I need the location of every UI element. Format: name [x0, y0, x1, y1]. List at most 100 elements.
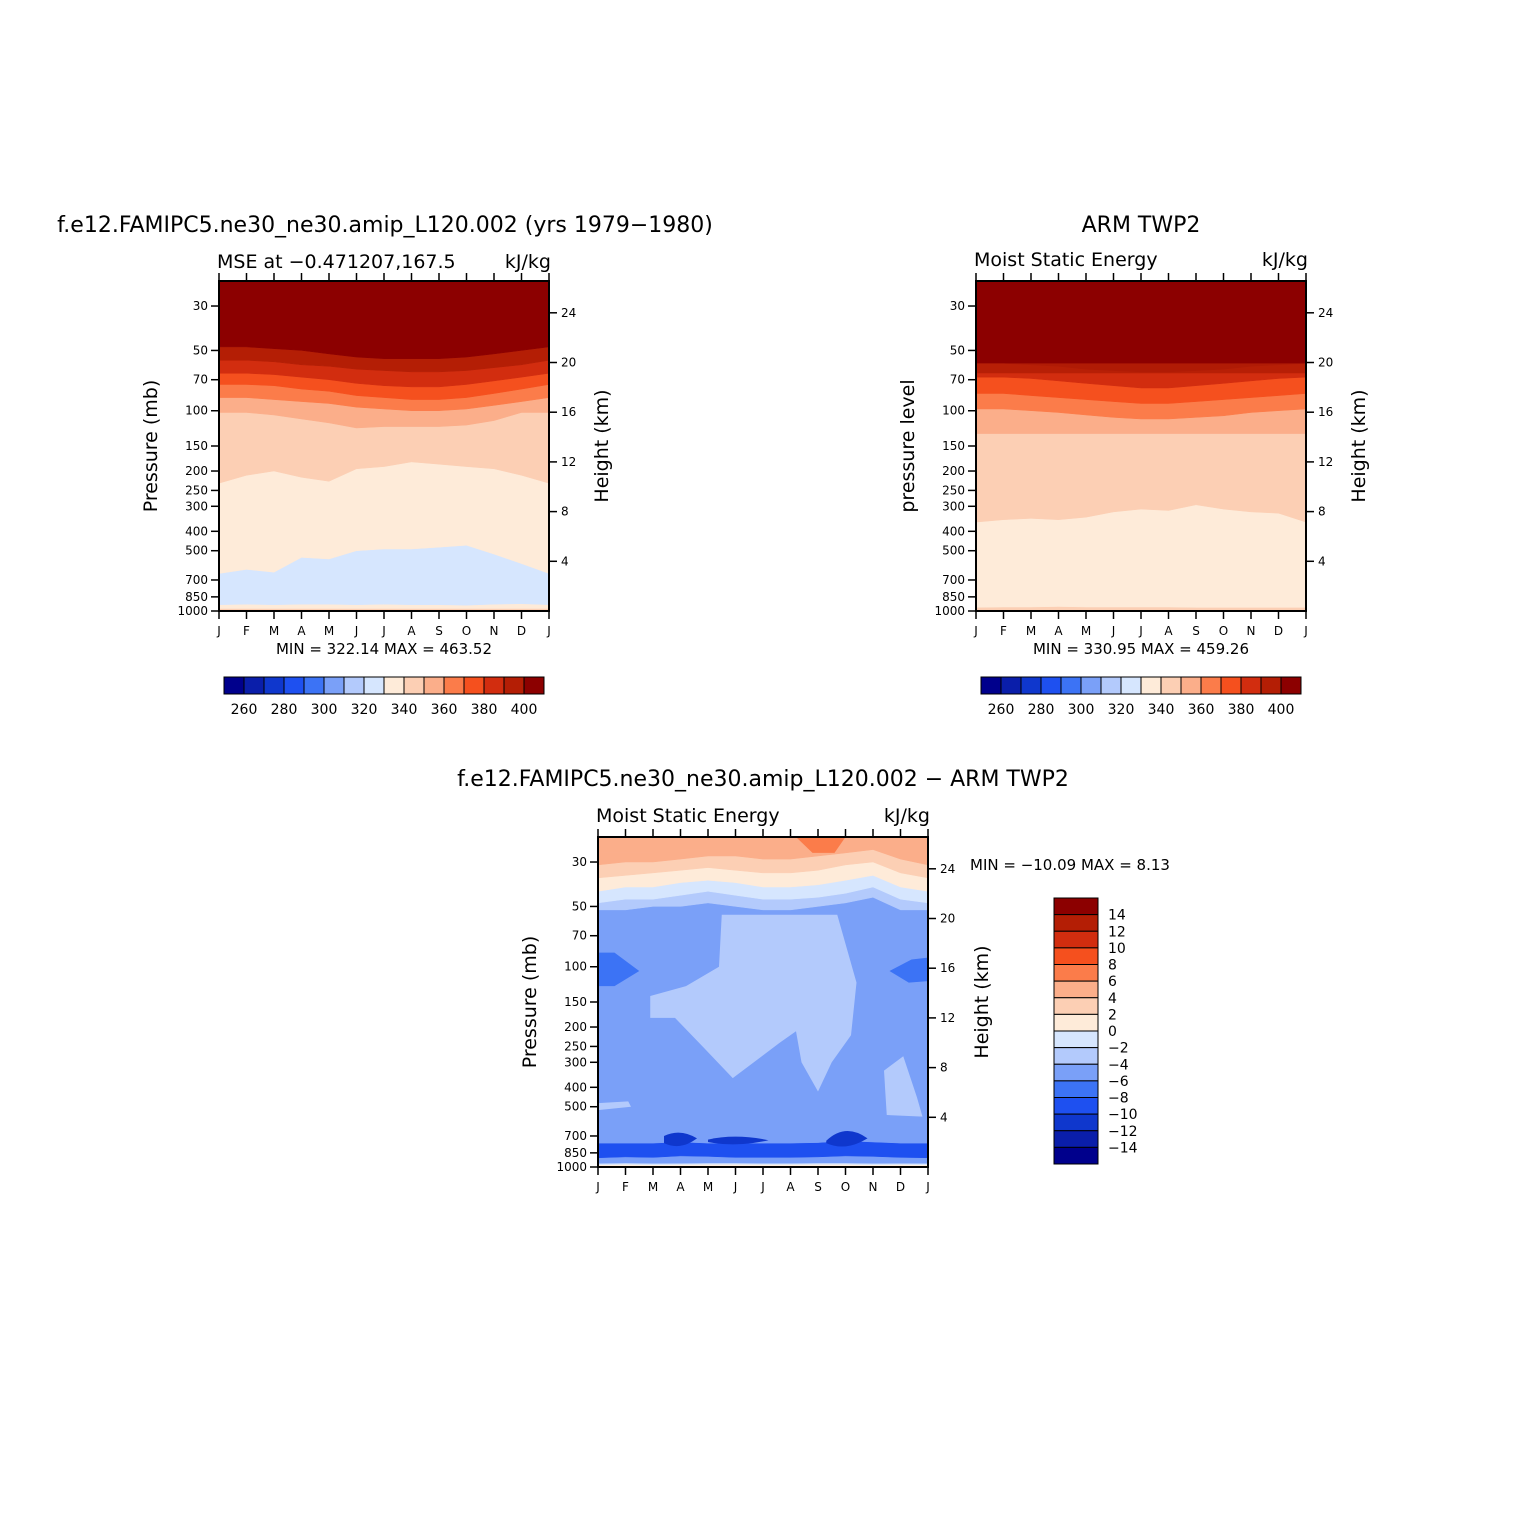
- colorbar-label: −14: [1108, 1140, 1138, 1156]
- colorbar-label: 340: [391, 702, 418, 718]
- colorbar-swatch: [1080, 676, 1102, 695]
- colorbar-swatch: [403, 676, 425, 695]
- x-tick-label: O: [462, 624, 471, 638]
- colorbar-label: 280: [271, 702, 298, 718]
- x-tick-label: S: [435, 624, 443, 638]
- colorbar-label: 12: [1108, 924, 1126, 940]
- colorbar-label: 340: [1148, 702, 1175, 718]
- x-tick-label: D: [517, 624, 526, 638]
- y-tick-label: 30: [572, 855, 587, 869]
- colorbar-swatch: [1053, 1030, 1099, 1049]
- panel-obs-units: kJ/kg: [1262, 249, 1308, 271]
- y-tick-label: 70: [572, 929, 587, 943]
- x-tick-label: M: [1026, 624, 1036, 638]
- panel-diff-y-axis-label: Pressure (mb): [519, 936, 541, 1069]
- x-tick-label: J: [925, 1180, 930, 1194]
- colorbar-swatch: [1053, 1047, 1099, 1065]
- x-tick-label: J: [1303, 624, 1308, 638]
- y-tick-label: 400: [185, 524, 208, 538]
- y-tick-label: 1000: [556, 1160, 587, 1174]
- colorbar-swatch: [523, 676, 545, 695]
- right-tick-label: 12: [561, 455, 576, 469]
- colorbar-label: 380: [471, 702, 498, 718]
- colorbar-label: 300: [1068, 702, 1095, 718]
- x-tick-label: J: [760, 1180, 765, 1194]
- colorbar-swatch: [423, 676, 445, 695]
- contour-band-340-350: [975, 504, 1307, 608]
- colorbar-label: 6: [1108, 974, 1117, 990]
- colorbar-label: 320: [1108, 702, 1135, 718]
- panel-diff-left-subtitle: Moist Static Energy: [596, 805, 780, 827]
- x-tick-label: J: [595, 1180, 600, 1194]
- colorbar-swatch: [1060, 676, 1082, 695]
- contour-blob-minus8-right: [889, 957, 928, 983]
- panel-model-mse: f.e12.FAMIPC5.ne30_ne30.amip_L120.002 (y…: [57, 213, 713, 718]
- y-tick-label: 150: [564, 995, 587, 1009]
- colorbar-swatch: [1053, 1146, 1099, 1165]
- colorbar-label: −6: [1108, 1074, 1129, 1090]
- colorbar-label: −10: [1108, 1107, 1138, 1123]
- right-tick-label: 12: [940, 1011, 955, 1025]
- panel-diff-title: f.e12.FAMIPC5.ne30_ne30.amip_L120.002 − …: [457, 767, 1069, 792]
- x-tick-label: F: [1000, 624, 1007, 638]
- y-tick-label: 400: [564, 1080, 587, 1094]
- contour-band-400-410: [976, 363, 1306, 374]
- contour-blob-plus6-top: [796, 837, 846, 853]
- colorbar-swatch: [1053, 997, 1099, 1015]
- y-tick-label: 30: [950, 299, 965, 313]
- y-tick-label: 70: [950, 373, 965, 387]
- panel-diff-minmax: MIN = −10.09 MAX = 8.13: [970, 856, 1170, 874]
- colorbar-swatch: [1053, 964, 1099, 982]
- panel-diff-right-axis-label: Height (km): [971, 945, 993, 1058]
- x-tick-label: D: [1274, 624, 1283, 638]
- y-tick-label: 1000: [934, 604, 965, 618]
- colorbar-label: 360: [431, 702, 458, 718]
- colorbar-swatch: [1220, 676, 1242, 695]
- y-tick-label: 100: [185, 404, 208, 418]
- colorbar-swatch: [1053, 897, 1099, 916]
- panel-model-units: kJ/kg: [505, 251, 551, 273]
- colorbar-swatch: [1020, 676, 1042, 695]
- x-tick-label: A: [786, 1180, 795, 1194]
- panel-obs-contour-fills: [975, 280, 1307, 612]
- x-tick-label: A: [1054, 624, 1063, 638]
- y-tick-label: 200: [185, 464, 208, 478]
- x-tick-label: N: [490, 624, 499, 638]
- right-tick-label: 4: [940, 1110, 948, 1124]
- panel-obs-minmax: MIN = 330.95 MAX = 459.26: [1033, 640, 1249, 658]
- x-tick-label: A: [407, 624, 416, 638]
- x-tick-label: J: [973, 624, 978, 638]
- panel-obs-colorbar: 260 280 300 320 340 360 380 400: [980, 676, 1302, 718]
- colorbar-label: −12: [1108, 1124, 1138, 1140]
- colorbar-label: 2: [1108, 1007, 1117, 1023]
- y-tick-label: 300: [564, 1055, 587, 1069]
- colorbar-label: 10: [1108, 941, 1126, 957]
- colorbar-swatch: [483, 676, 505, 695]
- panel-diff-units: kJ/kg: [884, 805, 930, 827]
- colorbar-swatch: [1053, 1097, 1099, 1115]
- colorbar-label: 300: [311, 702, 338, 718]
- colorbar-label: −8: [1108, 1091, 1129, 1107]
- colorbar-swatch: [283, 676, 305, 695]
- contour-band-350-360: [975, 433, 1307, 523]
- contour-blob-minus10-apr: [664, 1132, 697, 1147]
- colorbar-swatch: [980, 676, 1002, 695]
- panel-obs-right-axis-label: Height (km): [1348, 389, 1370, 502]
- contour-band-above-410: [218, 280, 550, 359]
- colorbar-swatch: [1160, 676, 1182, 695]
- colorbar-swatch: [1053, 1063, 1099, 1082]
- right-tick-label: 12: [1318, 455, 1333, 469]
- colorbar-label: 0: [1108, 1024, 1117, 1040]
- y-tick-label: 300: [185, 499, 208, 513]
- x-tick-label: J: [1111, 624, 1116, 638]
- panel-obs-mse: ARM TWP2 Moist Static Energy kJ/kg 30 50 7…: [897, 213, 1370, 718]
- colorbar-label: 400: [1268, 702, 1295, 718]
- colorbar-swatch: [463, 676, 485, 695]
- x-tick-label: J: [546, 624, 551, 638]
- colorbar-swatch: [1053, 1113, 1099, 1132]
- x-tick-label: A: [297, 624, 306, 638]
- colorbar-swatch: [1280, 676, 1302, 695]
